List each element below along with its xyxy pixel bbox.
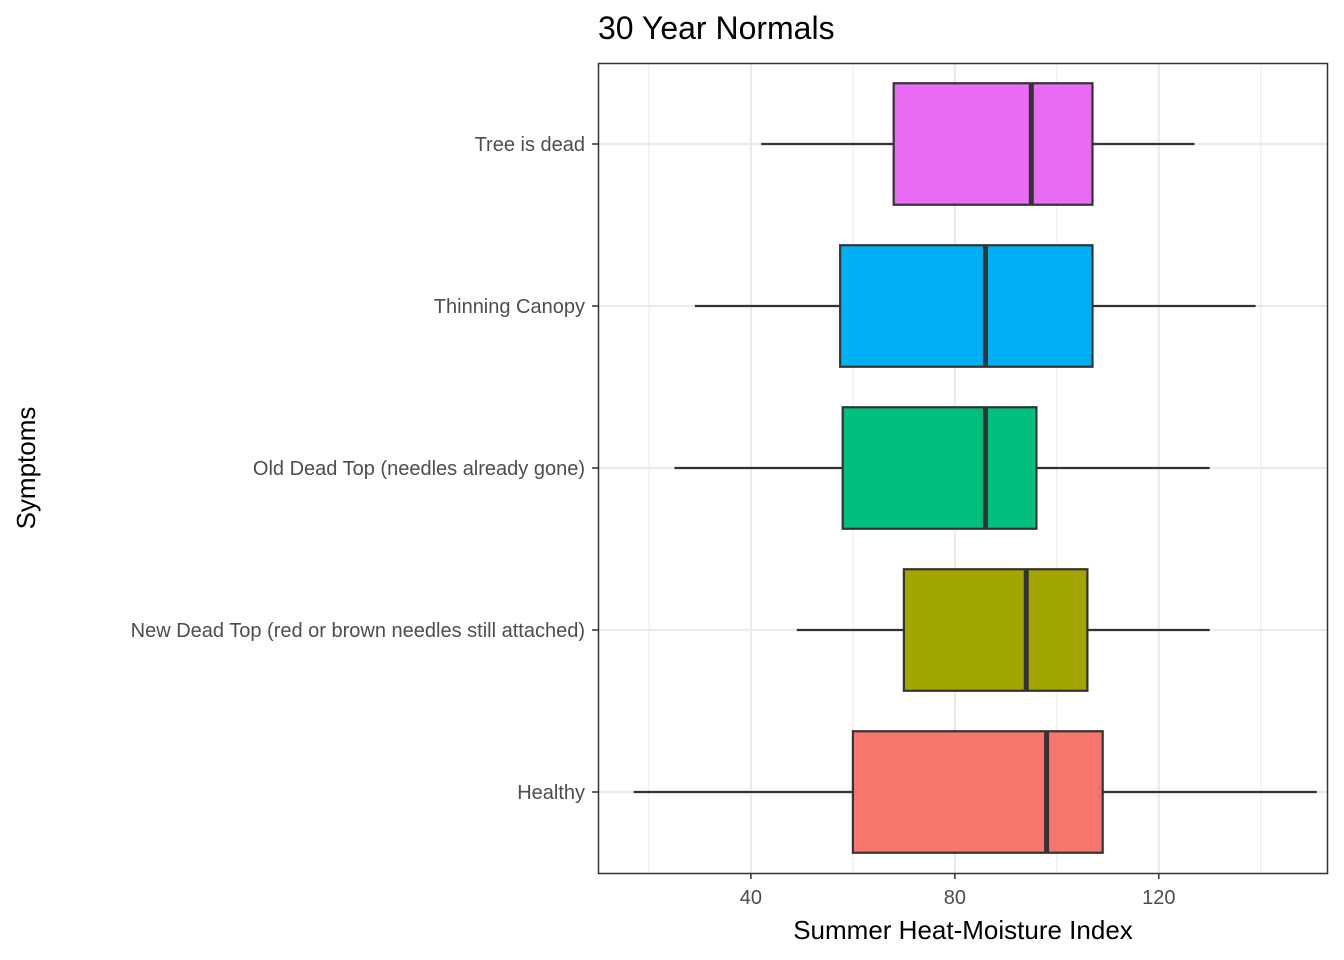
box-group [796,568,1210,692]
box [841,406,1038,530]
plot-panel-border [597,62,1329,875]
y-axis: Healthy New Dead Top (red or brown needle… [131,134,598,804]
y-axis-title: Symptoms [11,407,41,530]
box-group [674,406,1210,530]
box [851,730,1104,854]
y-tick-label: Old Dead Top (needles already gone) [253,458,585,480]
box-group [633,730,1317,854]
box [892,82,1094,206]
y-tick-label: Healthy [517,782,585,804]
box-group [694,244,1256,368]
y-tick-label: New Dead Top (red or brown needles still… [131,620,585,642]
box-group [761,82,1195,206]
y-tick-label: Tree is dead [475,134,585,156]
x-axis-title: Summer Heat-Moisture Index [793,915,1133,945]
y-tick-label: Thinning Canopy [434,296,585,318]
x-tick-label: 80 [944,887,966,909]
chart-title: 30 Year Normals [598,10,835,46]
box [902,568,1089,692]
x-tick-label: 120 [1142,887,1175,909]
box [839,244,1094,368]
x-tick-label: 40 [740,887,762,909]
boxes [633,82,1317,854]
x-axis: 40 80 120 [740,873,1175,909]
